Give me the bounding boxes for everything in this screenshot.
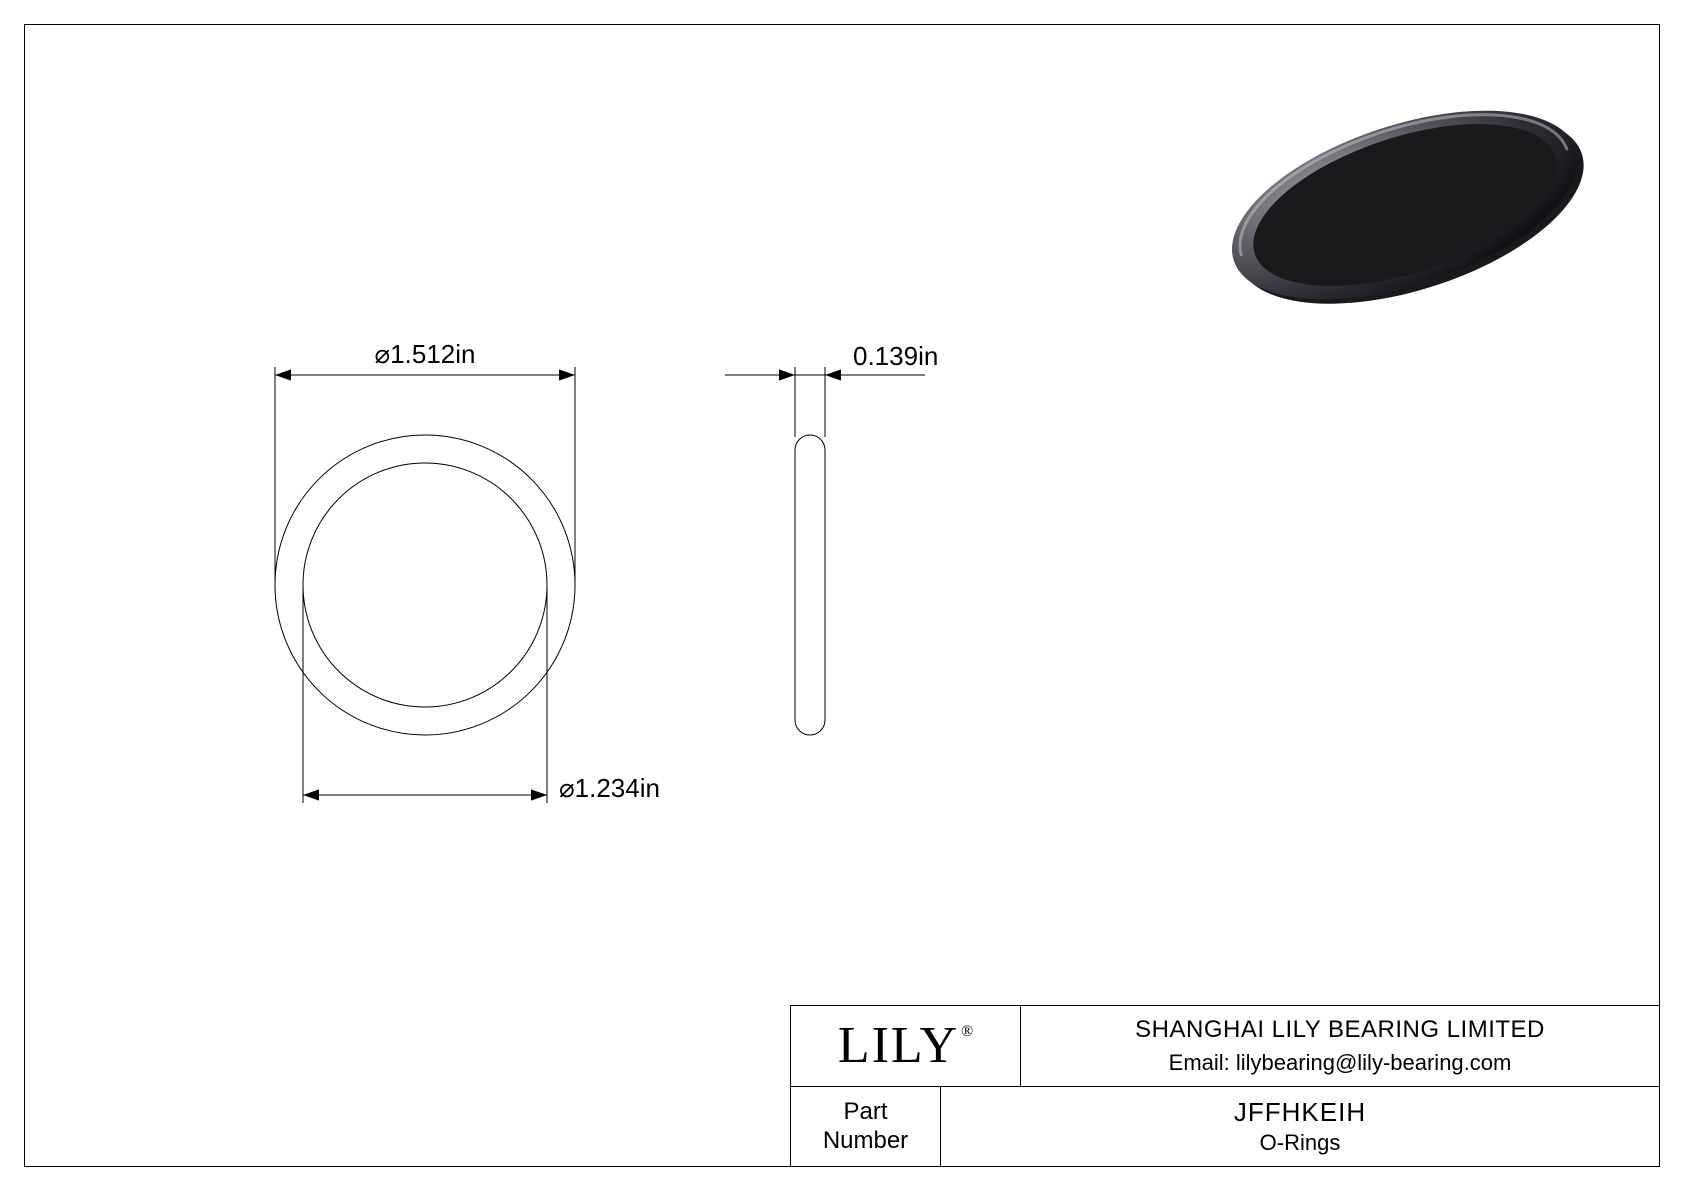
logo-cell: LILY® bbox=[791, 1006, 1021, 1086]
front-view: ⌀1.512in ⌀1.234in bbox=[275, 339, 660, 803]
side-view: 0.139in bbox=[725, 341, 938, 735]
part-number-value: JFFHKEIH bbox=[1234, 1097, 1366, 1128]
drawing-frame: ⌀1.512in ⌀1.234in 0.139in LILY® SHANGHAI … bbox=[24, 24, 1660, 1167]
part-number-value-cell: JFFHKEIH O-Rings bbox=[941, 1087, 1659, 1166]
drawing-canvas: ⌀1.512in ⌀1.234in 0.139in bbox=[25, 25, 1659, 1166]
svg-text:0.139in: 0.139in bbox=[853, 341, 938, 371]
title-block-row-company: LILY® SHANGHAI LILY BEARING LIMITED Emai… bbox=[791, 1006, 1659, 1087]
company-logo: LILY® bbox=[838, 1020, 973, 1072]
registered-mark: ® bbox=[961, 1023, 975, 1040]
svg-text:⌀1.234in: ⌀1.234in bbox=[559, 773, 660, 803]
company-email: Email: lilybearing@lily-bearing.com bbox=[1169, 1050, 1512, 1076]
logo-text: LILY bbox=[838, 1017, 959, 1074]
title-block: LILY® SHANGHAI LILY BEARING LIMITED Emai… bbox=[790, 1005, 1660, 1167]
company-name: SHANGHAI LILY BEARING LIMITED bbox=[1135, 1016, 1545, 1044]
title-block-row-part: Part Number JFFHKEIH O-Rings bbox=[791, 1087, 1659, 1166]
isometric-view bbox=[1209, 72, 1606, 342]
svg-text:⌀1.512in: ⌀1.512in bbox=[375, 339, 476, 369]
company-info-cell: SHANGHAI LILY BEARING LIMITED Email: lil… bbox=[1021, 1006, 1659, 1086]
part-description: O-Rings bbox=[1260, 1130, 1341, 1156]
engineering-drawing-svg: ⌀1.512in ⌀1.234in 0.139in bbox=[25, 25, 1661, 1168]
part-number-label-cell: Part Number bbox=[791, 1087, 941, 1166]
part-number-label: Part Number bbox=[823, 1098, 908, 1156]
